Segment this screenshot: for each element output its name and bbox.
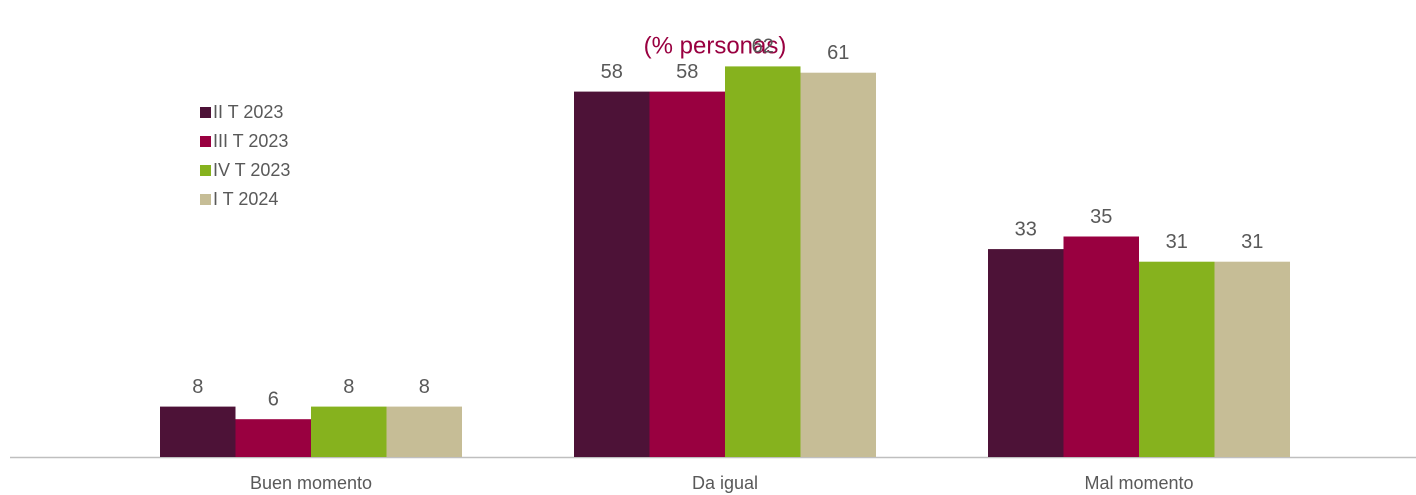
- x-tick-label: Da igual: [692, 473, 758, 493]
- bar: [311, 406, 387, 457]
- legend-swatch: [200, 165, 211, 176]
- bar: [988, 249, 1064, 457]
- bar: [160, 406, 236, 457]
- data-label: 35: [1090, 206, 1112, 228]
- data-label: 58: [601, 61, 623, 83]
- data-label: 31: [1241, 231, 1263, 253]
- bar: [1063, 236, 1139, 457]
- data-label: 62: [752, 36, 774, 58]
- bar: [800, 72, 876, 457]
- legend-label: II T 2023: [213, 102, 283, 122]
- chart-subtitle: (% personas): [644, 32, 787, 59]
- bar: [574, 91, 650, 457]
- legend-label: III T 2023: [213, 131, 288, 151]
- data-label: 33: [1015, 218, 1037, 240]
- x-tick-label: Mal momento: [1084, 473, 1193, 493]
- bar: [725, 66, 801, 458]
- data-label: 6: [268, 388, 279, 410]
- data-label: 61: [827, 42, 849, 64]
- legend-swatch: [200, 136, 211, 147]
- legend-label: IV T 2023: [213, 160, 290, 180]
- legend-swatch: [200, 194, 211, 205]
- data-label: 58: [676, 61, 698, 83]
- data-label: 8: [192, 376, 203, 398]
- data-label: 8: [343, 376, 354, 398]
- bar: [235, 419, 311, 457]
- data-label: 8: [419, 376, 430, 398]
- legend-swatch: [200, 107, 211, 118]
- bar: [1214, 261, 1290, 457]
- data-label: 31: [1166, 231, 1188, 253]
- bar: [1139, 261, 1215, 457]
- x-tick-label: Buen momento: [250, 473, 372, 493]
- bar: [386, 406, 462, 457]
- bar: [649, 91, 725, 457]
- legend-label: I T 2024: [213, 189, 278, 209]
